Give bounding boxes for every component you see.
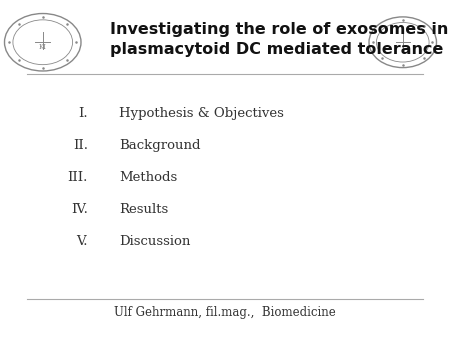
Text: Background: Background (119, 139, 201, 152)
Text: IV.: IV. (71, 203, 88, 216)
Text: Methods: Methods (119, 171, 177, 184)
Text: Investigating the role of exosomes in
plasmacytoid DC mediated tolerance: Investigating the role of exosomes in pl… (110, 22, 449, 57)
Text: Discussion: Discussion (119, 235, 191, 248)
Text: I.: I. (78, 107, 88, 120)
Text: Ulf Gehrmann, fil.mag.,  Biomedicine: Ulf Gehrmann, fil.mag., Biomedicine (114, 307, 336, 319)
Text: III.: III. (68, 171, 88, 184)
Text: V.: V. (76, 235, 88, 248)
Text: KI: KI (39, 43, 47, 51)
Text: Results: Results (119, 203, 168, 216)
Text: Hypothesis & Objectives: Hypothesis & Objectives (119, 107, 284, 120)
Text: II.: II. (73, 139, 88, 152)
